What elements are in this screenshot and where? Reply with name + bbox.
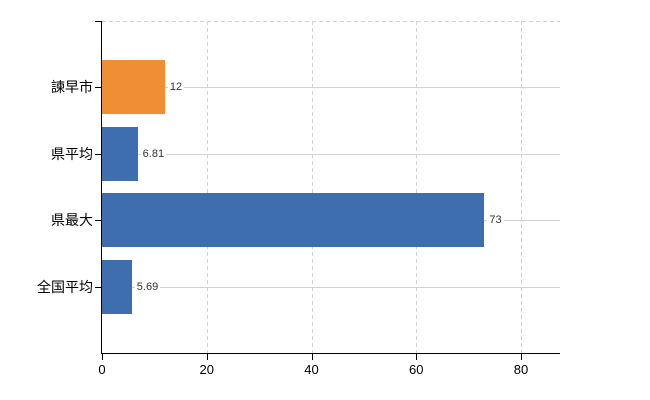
category-label: 全国平均	[37, 278, 93, 295]
x-tick-label: 60	[409, 362, 424, 377]
gridline-top	[102, 21, 560, 22]
x-axis-tick	[206, 354, 208, 360]
category-label: 諫早市	[51, 79, 93, 96]
gridline-vertical	[206, 21, 208, 353]
x-axis-tick	[521, 354, 522, 360]
plot-area: 0 20 40 60 80 諫早市 12 県平均 6.81 県最大 73 全国平均 5.69	[37, 21, 560, 377]
category-label: 県最大	[51, 212, 93, 229]
value-label: 73	[487, 214, 504, 227]
x-axis-tick	[311, 354, 313, 360]
gridline-row	[102, 87, 560, 89]
value-label: 6.81	[140, 147, 167, 160]
gridline-row	[102, 286, 560, 288]
bar	[102, 193, 485, 248]
y-axis-tick	[95, 153, 101, 155]
category-label: 県平均	[51, 145, 93, 162]
y-axis-top-tick	[95, 21, 101, 22]
gridline-vertical	[521, 21, 522, 353]
x-tick-label: 20	[199, 362, 214, 377]
bar	[102, 60, 165, 115]
x-axis-tick	[102, 354, 103, 360]
y-axis-tick	[95, 220, 101, 222]
gridline-row	[102, 153, 560, 155]
x-axis-tick	[416, 354, 418, 360]
bar	[102, 126, 138, 181]
value-label: 5.69	[134, 280, 161, 293]
x-tick-label: 0	[98, 362, 106, 377]
x-tick-label: 80	[513, 362, 529, 377]
bar	[102, 259, 132, 314]
value-label: 12	[167, 81, 185, 94]
gridline-vertical	[416, 21, 418, 353]
y-axis-tick	[95, 87, 101, 89]
x-tick-label: 40	[304, 362, 319, 377]
y-axis-tick	[95, 286, 101, 288]
gridline-vertical	[311, 21, 313, 353]
